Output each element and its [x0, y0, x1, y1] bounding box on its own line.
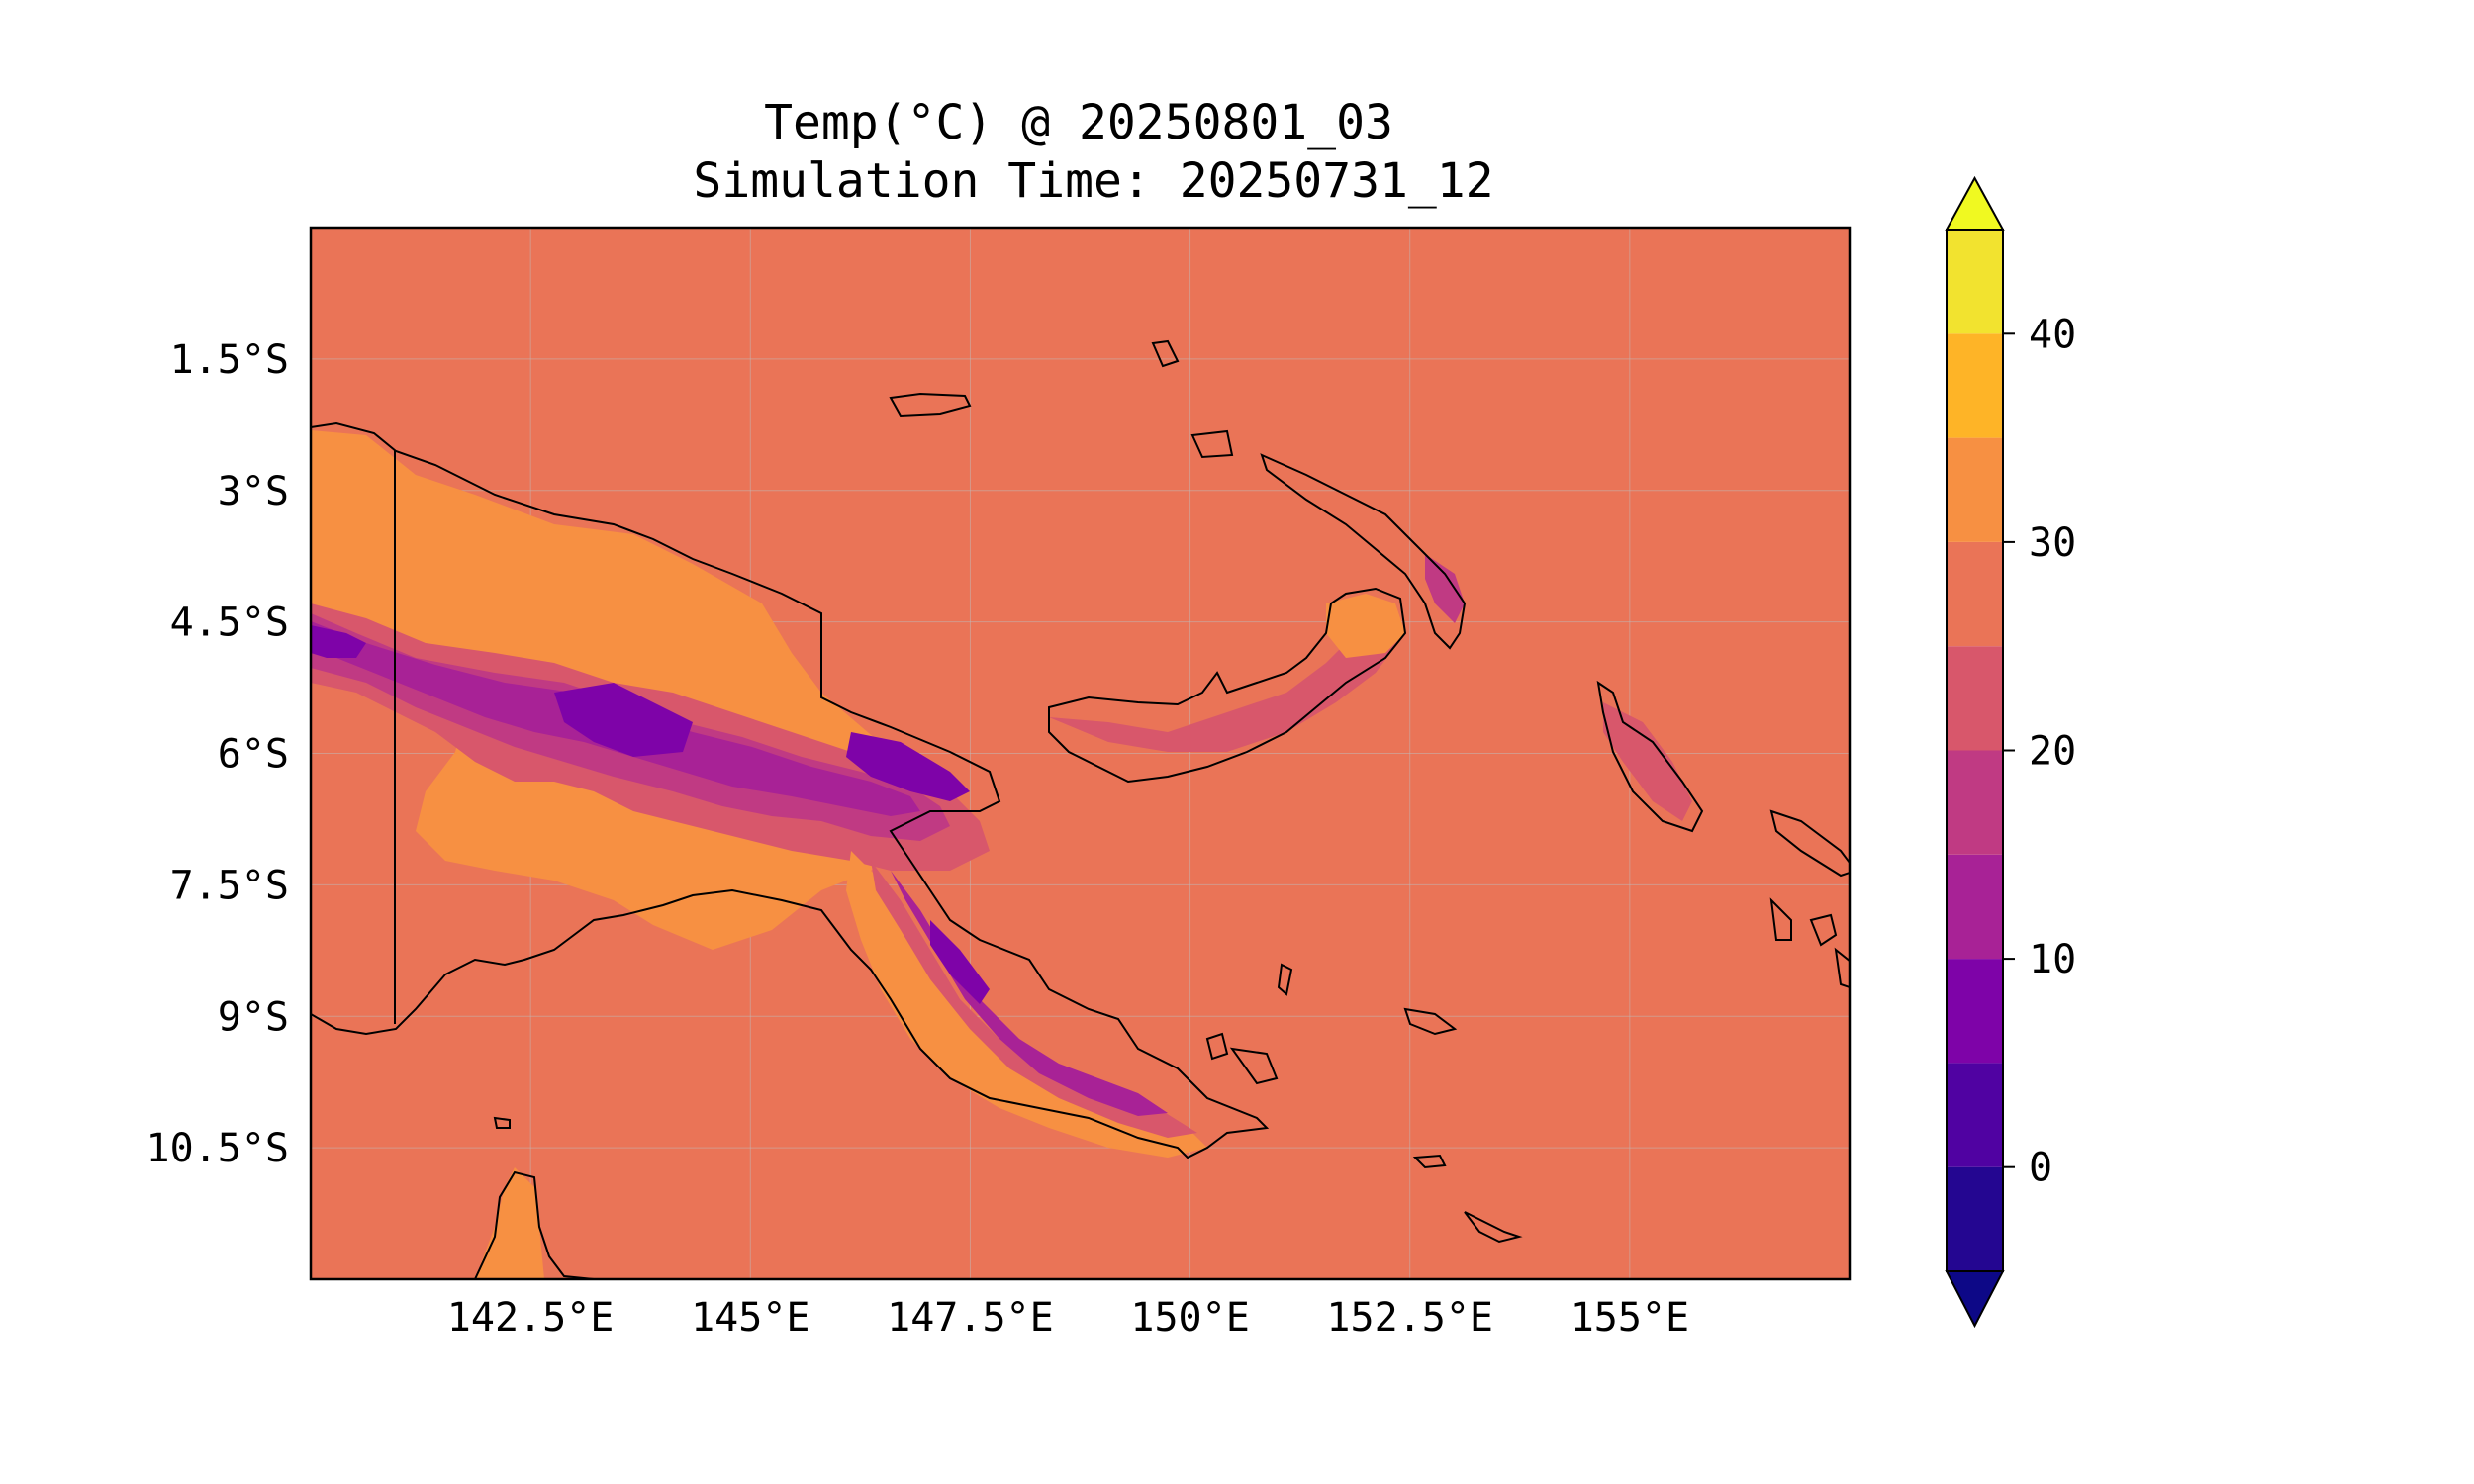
- colorbar-segment: [1947, 230, 2003, 334]
- coastline-solomon-4: [1834, 947, 1850, 989]
- contour-20-25-peninsula: [871, 861, 1197, 1138]
- coastline-new-guinea: [311, 421, 1270, 1159]
- coastline-dentrecasteaux-1: [1205, 1032, 1229, 1061]
- colorbar-under-arrow: [1945, 1270, 2005, 1329]
- lat-tick-label: 6°S: [218, 732, 289, 778]
- latitude-axis: 1.5°S 3°S 4.5°S 6°S 7.5°S 9°S 10.5°S: [146, 337, 290, 1171]
- colorbar-segment: [1947, 750, 2003, 855]
- lon-tick-label: 152.5°E: [1326, 1295, 1493, 1341]
- lon-tick-label: 155°E: [1570, 1295, 1689, 1341]
- coastline-island-2: [1151, 339, 1180, 368]
- contour-30-35-cape-york: [475, 1167, 544, 1279]
- coastline-island-1: [1190, 429, 1234, 459]
- title-line-2: Simulation Time: 20250731_12: [693, 153, 1493, 209]
- colorbar-over-arrow: [1945, 175, 2005, 231]
- coastline-bougainville: [1596, 680, 1704, 833]
- coastline-new-britain: [1048, 587, 1407, 784]
- colorbar-tick-label: 0: [2029, 1146, 2052, 1191]
- coastlines: [311, 339, 1850, 1279]
- map-frame: [309, 226, 1852, 1281]
- colorbar-segments: [1947, 230, 2003, 1271]
- lat-tick-label: 9°S: [218, 994, 289, 1040]
- title-line-1: Temp(°C) @ 20250801_03: [764, 95, 1393, 150]
- coastline-cape-york: [474, 1170, 595, 1279]
- contour-30-35-new-britain-east: [1326, 594, 1405, 658]
- colorbar-segment: [1947, 1063, 2003, 1167]
- colorbar-tick-label: 40: [2029, 312, 2076, 357]
- colorbar-segment: [1947, 437, 2003, 542]
- lat-tick-label: 1.5°S: [170, 337, 289, 383]
- contour-5-10-peak-west: [311, 625, 366, 658]
- longitude-axis: 142.5°E 145°E 147.5°E 150°E 152.5°E 155°…: [447, 1295, 1689, 1341]
- coastline-woodlark: [1403, 1007, 1458, 1036]
- map-panel: 142.5°E 145°E 147.5°E 150°E 152.5°E 155°…: [146, 226, 1852, 1341]
- colorbar-segment: [1947, 959, 2003, 1064]
- coastline-louisiade: [1464, 1211, 1523, 1244]
- colorbar-segment: [1947, 1166, 2003, 1271]
- colorbar-tick-label: 20: [2029, 729, 2076, 775]
- lon-tick-label: 150°E: [1130, 1295, 1249, 1341]
- coastline-new-ireland: [1260, 453, 1467, 650]
- contour-15-20-new-ireland: [1425, 554, 1465, 623]
- lat-tick-label: 4.5°S: [170, 601, 289, 646]
- contour-5-10-peninsula: [930, 920, 990, 1004]
- temperature-contours: [311, 430, 1692, 1279]
- coastline-solomon-3: [1809, 913, 1838, 947]
- coastline-manus: [889, 392, 972, 417]
- lon-tick-label: 145°E: [691, 1295, 809, 1341]
- colorbar-segment: [1947, 541, 2003, 647]
- colorbar-segment: [1947, 854, 2003, 960]
- coastline-torres-islands: [493, 1116, 511, 1129]
- lat-tick-label: 7.5°S: [170, 863, 289, 908]
- colorbar-segment: [1947, 646, 2003, 751]
- colorbar-tick-label: 30: [2029, 520, 2076, 566]
- coastline-dentrecasteaux-2: [1229, 1047, 1279, 1085]
- colorbar-ticks: 0 10 20 30 40: [2003, 312, 2076, 1191]
- colorbar-segment: [1947, 333, 2003, 438]
- colorbar-tick-label: 10: [2029, 937, 2076, 982]
- contour-5-10-peak-center: [554, 683, 693, 757]
- coastline-solomon-2: [1769, 897, 1792, 941]
- lon-tick-label: 142.5°E: [447, 1295, 615, 1341]
- coastline-rossel: [1412, 1154, 1447, 1169]
- coastline-solomon-1: [1769, 809, 1850, 878]
- lat-tick-label: 3°S: [218, 469, 289, 514]
- contour-20-25-bougainville: [1603, 702, 1692, 821]
- contour-5-10-peak-east: [846, 732, 970, 801]
- lat-tick-label: 10.5°S: [146, 1126, 290, 1171]
- coastline-trobriand: [1277, 963, 1293, 996]
- colorbar: 0 10 20 30 40: [1945, 175, 2076, 1329]
- lon-tick-label: 147.5°E: [887, 1295, 1054, 1341]
